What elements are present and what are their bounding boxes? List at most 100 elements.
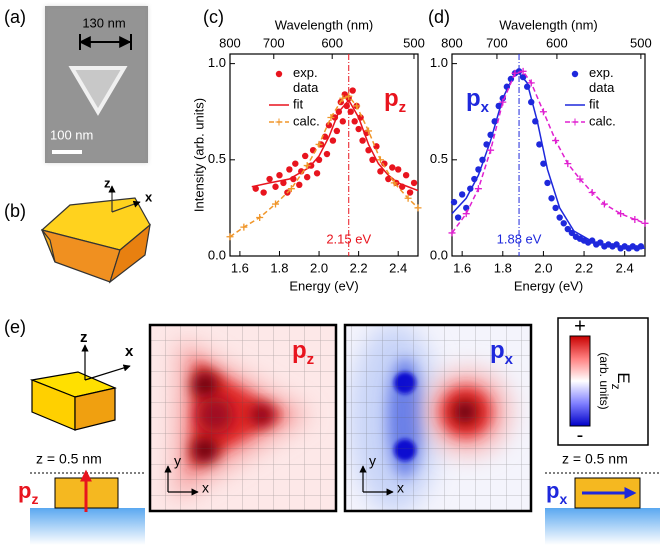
axis-label: x <box>125 343 134 360</box>
mode-main: p <box>546 478 559 503</box>
calc-marker <box>475 185 482 192</box>
colorbar <box>570 336 590 426</box>
charts: 1.6 1.8 2.0 2.2 2.4 800 700 600 500 0.0 0.5 1.0 Ener… <box>191 17 651 293</box>
data-point <box>451 199 457 205</box>
x2-tick-label: 500 <box>630 35 652 50</box>
mode-label: px <box>466 85 490 116</box>
mode-main: p <box>18 478 31 503</box>
panel-label: (a) <box>4 7 26 27</box>
colorbar-max: + <box>574 315 586 337</box>
axis-label: x <box>145 189 153 204</box>
x-tick-label: 2.0 <box>310 260 328 275</box>
data-point <box>286 166 292 172</box>
x-tick-label: 2.2 <box>350 260 368 275</box>
x-axis-label: Energy (eV) <box>289 278 358 293</box>
data-point <box>348 109 354 115</box>
y-tick-label: 0.5 <box>430 151 448 166</box>
y-tick-label: 1.0 <box>430 55 448 70</box>
height-label: z = 0.5 nm <box>562 451 628 467</box>
calc-marker <box>601 201 608 208</box>
data-point <box>351 118 357 124</box>
y-tick-label: 0.0 <box>208 247 226 262</box>
x2-tick-label: 800 <box>219 35 241 50</box>
x-tick-label: 1.8 <box>270 260 288 275</box>
label-sub: z <box>609 384 623 390</box>
x-tick-label: 1.6 <box>453 260 471 275</box>
data-point <box>314 170 320 176</box>
x-tick-label: 2.2 <box>575 260 593 275</box>
data-point <box>411 180 417 186</box>
fit-line <box>252 100 418 190</box>
mode-label: px <box>546 478 567 507</box>
mode-sub: z <box>399 99 407 116</box>
data-point <box>355 126 361 132</box>
legend-label: exp.data <box>293 65 319 95</box>
calc-marker <box>631 216 638 223</box>
x-axis-label: Energy (eV) <box>514 278 583 293</box>
legend-label: fit <box>293 96 304 111</box>
calc-marker <box>552 137 559 144</box>
axis-label: z <box>104 175 111 190</box>
data-point <box>330 137 336 143</box>
legend-label: exp.data <box>589 65 615 95</box>
width-label: 130 nm <box>82 15 125 30</box>
prism-3d <box>32 345 130 430</box>
data-point <box>455 214 461 220</box>
x2-axis-label: Wavelength (nm) <box>275 17 374 32</box>
mode-sub: z <box>307 351 315 368</box>
figure: (a) (b) (c) (d) (e) 130 nm 100 nm z x 1.… <box>0 0 669 545</box>
mode-main: p <box>384 85 399 112</box>
calc-line <box>452 71 645 233</box>
panel-label: (c) <box>203 7 224 27</box>
data-point <box>334 128 340 134</box>
mode-sub: x <box>505 351 514 368</box>
axis-label: z <box>80 329 88 346</box>
data-point <box>459 191 465 197</box>
axis-label: y <box>369 453 376 469</box>
panel-label: (e) <box>4 317 26 337</box>
side-view <box>545 473 660 545</box>
y-axis-label: Intensity (arb. units) <box>191 98 206 212</box>
side-view <box>30 472 145 545</box>
data-point <box>276 172 282 178</box>
x-tick-label: 2.0 <box>534 260 552 275</box>
data-point <box>340 118 346 124</box>
mode-label: pz <box>384 85 406 116</box>
x2-tick-label: 700 <box>486 35 508 50</box>
legend-marker <box>572 71 578 77</box>
legend-marker <box>276 71 282 77</box>
x2-tick-label: 800 <box>441 35 463 50</box>
calc-marker <box>256 214 263 221</box>
calc-marker <box>415 204 422 211</box>
mode-label: pz <box>18 478 38 507</box>
mode-main: p <box>292 337 307 364</box>
data-point <box>266 176 272 182</box>
data-point <box>395 166 401 172</box>
data-point <box>561 220 567 226</box>
x2-tick-label: 700 <box>263 35 285 50</box>
colorbar-min: - <box>577 424 584 446</box>
calc-marker <box>240 224 247 231</box>
data-point <box>407 189 413 195</box>
calc-marker <box>617 210 624 217</box>
data-point <box>349 87 355 93</box>
legend-marker <box>572 119 579 126</box>
data-point <box>292 160 298 166</box>
data-point <box>324 151 330 157</box>
data-point <box>296 182 302 188</box>
legend-label: calc. <box>589 113 616 128</box>
panel-label: (b) <box>4 201 26 221</box>
data-point <box>389 164 395 170</box>
panel-label: (d) <box>428 7 450 27</box>
plot-frame <box>452 54 645 256</box>
calc-marker <box>642 220 649 227</box>
x-tick-label: 2.4 <box>616 260 634 275</box>
data-point <box>403 172 409 178</box>
peak-label: 1.88 eV <box>497 231 542 246</box>
legend-marker <box>276 119 283 126</box>
prism-3d <box>42 186 150 282</box>
y-tick-label: 0.5 <box>208 151 226 166</box>
axis-label: x <box>397 480 404 496</box>
x-tick-label: 1.8 <box>494 260 512 275</box>
x2-tick-label: 600 <box>321 35 343 50</box>
